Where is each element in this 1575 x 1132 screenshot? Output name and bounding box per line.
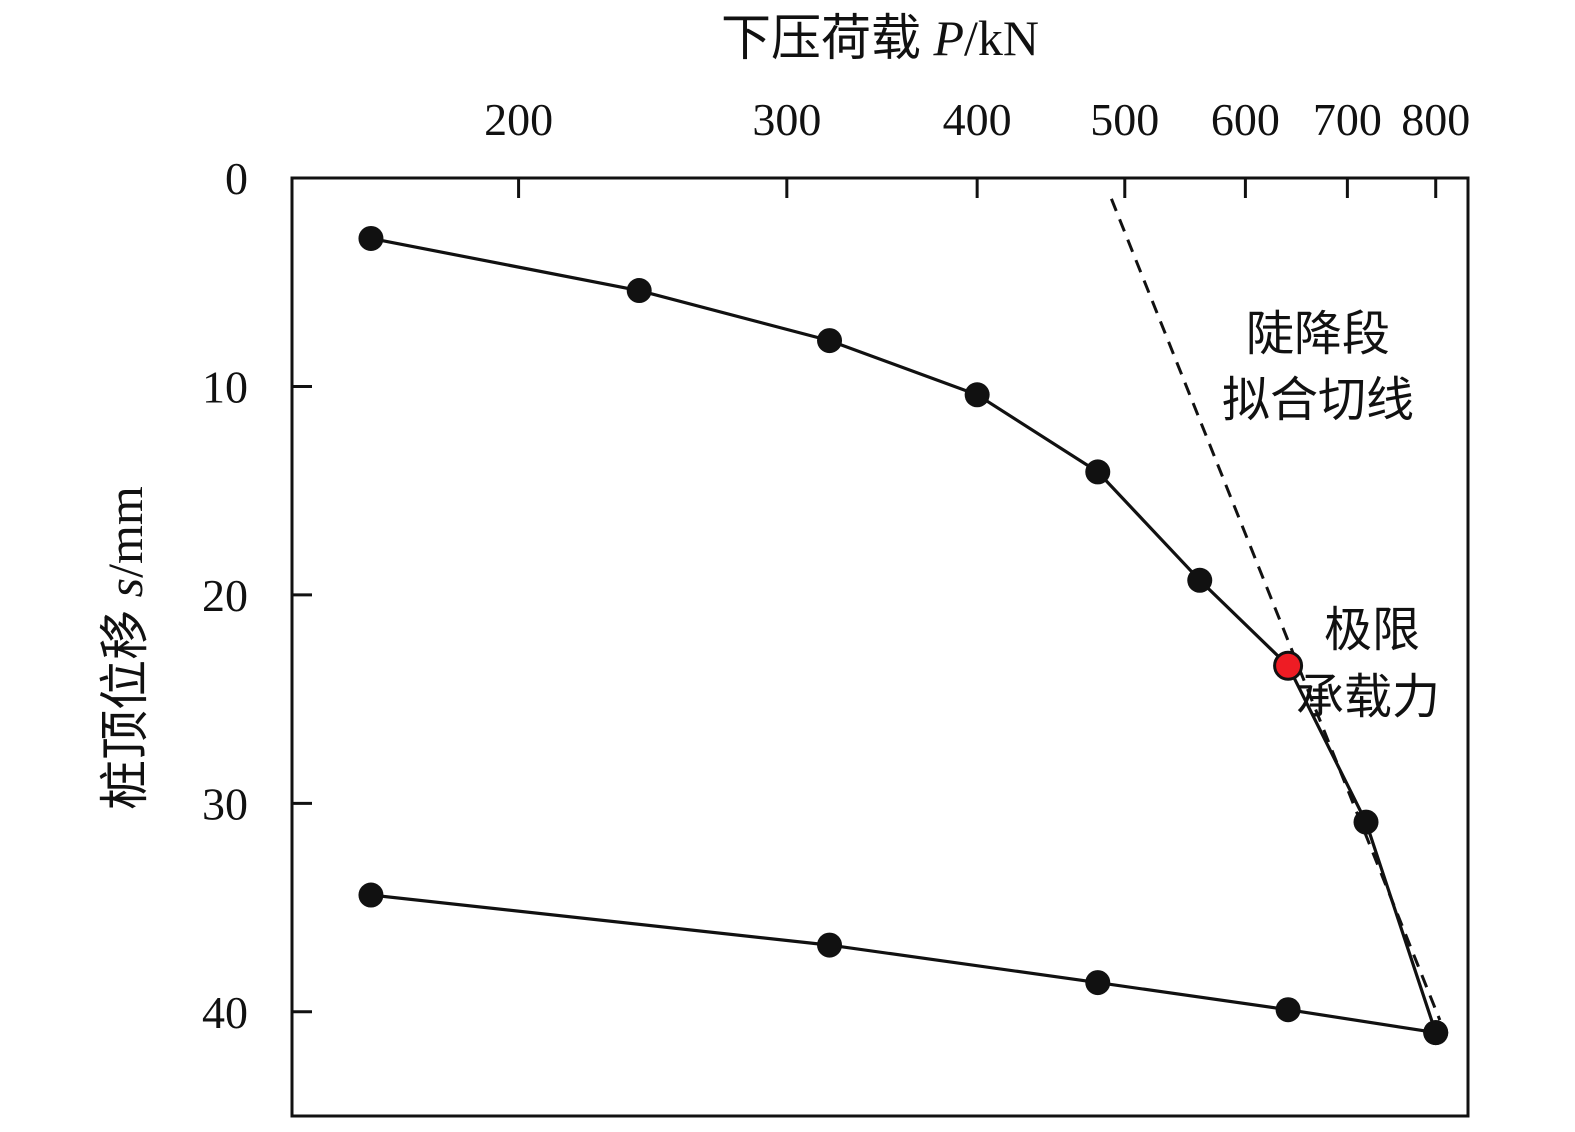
- tangent-label-line-1: 陡降段: [1246, 308, 1390, 361]
- unloading-point-160: [358, 882, 384, 908]
- ultimate-capacity-point: [1273, 650, 1304, 681]
- x-tick-label-500: 500: [1090, 94, 1159, 145]
- loading-point-480: [1085, 459, 1111, 485]
- x-tick-label-300: 300: [752, 94, 821, 145]
- unloading-point-800: [1423, 1020, 1449, 1046]
- ultimate-capacity-label-line-1: 极限: [1324, 604, 1420, 657]
- unloading-point-320: [817, 932, 843, 958]
- ultimate-capacity-label-line-2: 承载力: [1296, 671, 1440, 724]
- x-tick-label-700: 700: [1313, 94, 1382, 145]
- x-tick-label-200: 200: [484, 94, 553, 145]
- y-axis-ticks: 0 10 20 30 40: [202, 153, 312, 1038]
- x-tick-label-400: 400: [943, 94, 1012, 145]
- unloading-point-480: [1085, 970, 1111, 996]
- y-axis-title: 桩顶位移 s/mm: [97, 486, 153, 810]
- y-tick-label-0: 0: [225, 153, 248, 204]
- loading-point-320: [817, 328, 843, 354]
- loading-point-720: [1353, 809, 1379, 835]
- y-tick-label-20: 20: [202, 570, 248, 621]
- y-tick-label-30: 30: [202, 778, 248, 829]
- loading-point-240: [626, 278, 652, 304]
- y-tick-label-10: 10: [202, 361, 248, 412]
- series-layer: [358, 198, 1449, 1046]
- plot-frame: [290, 176, 1470, 1118]
- unloading-point-640: [1275, 997, 1301, 1023]
- loading-point-400: [964, 382, 990, 408]
- loading-point-560: [1187, 567, 1213, 593]
- x-axis-title: 下压荷载 P/kN: [721, 10, 1039, 66]
- y-tick-label-40: 40: [202, 987, 248, 1038]
- x-tick-label-600: 600: [1211, 94, 1280, 145]
- tangent-label-line-2: 拟合切线: [1222, 374, 1414, 427]
- loading-point-160: [358, 225, 384, 251]
- x-tick-label-800: 800: [1401, 94, 1470, 145]
- x-axis-ticks: 200 300 400 500 600 700 800: [484, 94, 1470, 198]
